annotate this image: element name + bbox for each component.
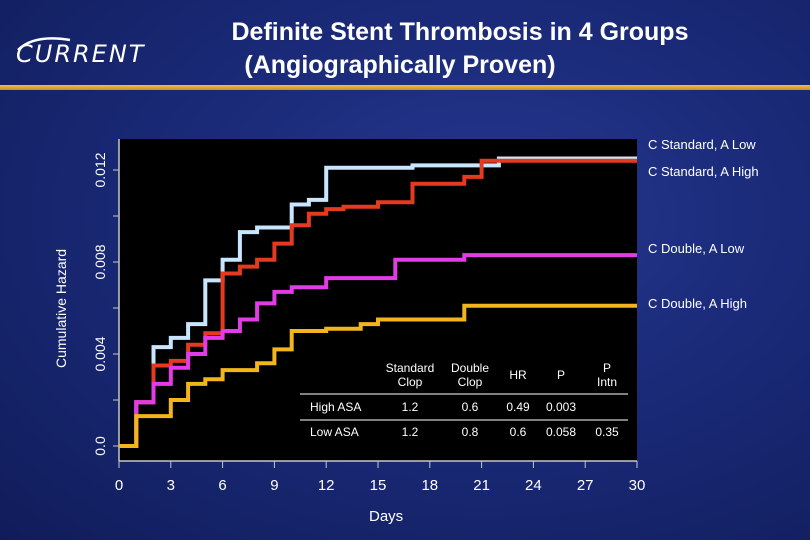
header-divider [0,85,810,90]
x-tick-label: 9 [270,477,278,494]
table-row: Low ASA 1.2 0.8 0.6 0.058 0.35 [300,420,628,444]
header-double-clop: Double Clop [450,361,490,389]
stats-header-row: Standard Clop Double Clop HR P P Intn [300,356,628,394]
chart-axes [113,139,638,468]
legend-c-standard-a-low: C Standard, A Low [648,137,756,152]
x-tick-label: 0 [115,477,123,494]
header-p: P [556,368,565,382]
cell-dbl: 0.8 [461,425,479,439]
header-standard-clop: Standard Clop [385,361,435,389]
header-p-intn: P Intn [596,361,617,389]
x-tick-label: 21 [473,477,490,494]
cell-pint [586,394,628,420]
page-title: Definite Stent Thrombosis in 4 Groups (A… [150,16,740,82]
cell-std: 1.2 [401,400,419,414]
y-tick-label: 0.012 [92,152,108,187]
title-line-2: (Angiographically Proven) [244,51,556,79]
cell-pint: 0.35 [595,425,619,439]
cell-std: 1.2 [401,425,419,439]
series-line-c-double-a-low [119,253,637,448]
logo-text: CURRENT [16,40,146,68]
series-line-c-double-a-high [119,303,637,448]
x-tick-label: 12 [318,477,335,494]
legend-c-double-a-high: C Double, A High [648,296,748,311]
cell-hr: 0.6 [509,425,527,439]
cell-dbl: 0.6 [461,400,479,414]
chart-tick-labels: 0.0 0.004 0.008 0.012 0 3 6 9 12 15 18 21 24 27 30 [92,152,645,494]
y-tick-label: 0.0 [92,436,108,456]
row-label-low-asa: Low ASA [310,425,359,439]
row-label-high-asa: High ASA [310,400,362,414]
x-tick-label: 15 [370,477,387,494]
y-tick-label: 0.008 [92,244,108,279]
cell-p: 0.003 [545,400,577,414]
stats-table: Standard Clop Double Clop HR P P Intn High … [300,356,628,444]
y-tick-label: 0.004 [92,336,108,371]
y-axis-label: Cumulative Hazard [53,248,69,368]
logo-swoosh-icon [17,37,71,51]
chart-series-lines [119,156,637,448]
cell-hr: 0.49 [506,400,530,414]
series-line-c-standard-a-low [119,156,637,448]
x-tick-label: 6 [218,477,226,494]
title-line-1: Definite Stent Thrombosis in 4 Groups [231,18,689,46]
x-tick-label: 30 [629,477,646,494]
x-tick-label: 18 [421,477,438,494]
cell-p: 0.058 [545,425,577,439]
table-row: High ASA 1.2 0.6 0.49 0.003 [300,394,628,420]
x-tick-label: 3 [167,477,175,494]
x-tick-label: 24 [525,477,542,494]
legend-c-double-a-low: C Double, A Low [648,241,745,256]
header-hr: HR [509,368,527,382]
legend-c-standard-a-high: C Standard, A High [648,164,759,179]
x-tick-label: 27 [577,477,594,494]
x-axis-label: Days [369,508,404,525]
series-line-c-standard-a-high [119,158,637,448]
current-logo: CURRENT [14,36,143,72]
